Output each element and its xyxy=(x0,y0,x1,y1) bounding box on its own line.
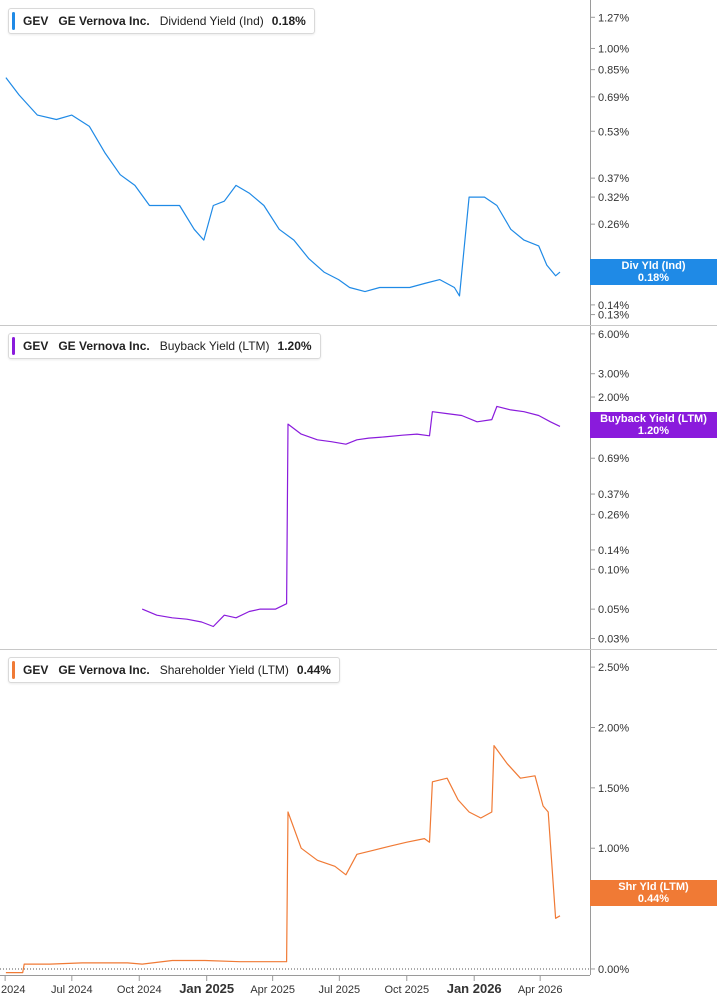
y-tick-label: 2.00% xyxy=(598,392,629,404)
legend-ticker: GEV xyxy=(23,339,49,353)
x-tick-label: Apr 2026 xyxy=(518,984,563,996)
y-tick-label: 0.14% xyxy=(598,300,629,312)
x-tick-label: Jan 2025 xyxy=(179,981,234,996)
y-tick-label: 6.00% xyxy=(598,329,629,341)
x-tick-label: Jul 2024 xyxy=(51,984,93,996)
y-tick-label: 0.03% xyxy=(598,634,629,646)
legend-metric: Shareholder Yield (LTM) xyxy=(159,663,289,677)
y-tick-label: 2.50% xyxy=(598,662,629,674)
y-tick-label: 0.26% xyxy=(598,219,629,231)
legend-company: GE Vernova Inc. xyxy=(58,14,150,28)
x-tick-label: Apr 2025 xyxy=(250,984,295,996)
legend-metric: Buyback Yield (LTM) xyxy=(159,339,270,353)
badge-shareholder-yield: Shr Yld (LTM) 0.44% xyxy=(590,880,717,906)
legend-dividend-yield[interactable]: GEV GE Vernova Inc. Dividend Yield (Ind)… xyxy=(8,8,315,34)
badge-value: 1.20% xyxy=(637,425,670,437)
legend-ticker: GEV xyxy=(23,663,49,677)
y-tick-label: 0.05% xyxy=(598,604,629,616)
series-swatch xyxy=(12,661,15,679)
badge-buyback-yield: Buyback Yield (LTM) 1.20% xyxy=(590,412,717,438)
legend-value: 1.20% xyxy=(277,339,312,353)
series-line xyxy=(141,405,561,628)
legend-value: 0.18% xyxy=(271,14,306,28)
y-tick-label: 0.32% xyxy=(598,192,629,204)
legend-value: 0.44% xyxy=(296,663,331,677)
series-line xyxy=(5,744,561,974)
y-tick-label: 0.00% xyxy=(598,964,629,976)
legend-company: GE Vernova Inc. xyxy=(58,663,150,677)
y-tick-label: 0.13% xyxy=(598,310,629,322)
x-tick-label: Oct 2025 xyxy=(384,984,429,996)
badge-label: Shr Yld (LTM) xyxy=(618,881,689,893)
badge-value: 0.44% xyxy=(637,893,670,905)
y-tick-label: 0.69% xyxy=(598,92,629,104)
legend-metric: Dividend Yield (Ind) xyxy=(159,14,264,28)
legend-ticker: GEV xyxy=(23,14,49,28)
badge-label: Div Yld (Ind) xyxy=(621,260,686,272)
badge-dividend-yield: Div Yld (Ind) 0.18% xyxy=(590,259,717,285)
y-tick-label: 1.50% xyxy=(598,783,629,795)
y-tick-label: 1.00% xyxy=(598,43,629,55)
legend-shareholder-yield[interactable]: GEV GE Vernova Inc. Shareholder Yield (L… xyxy=(8,657,340,683)
y-tick-label: 3.00% xyxy=(598,369,629,381)
y-tick-label: 0.53% xyxy=(598,126,629,138)
y-tick-label: 1.00% xyxy=(598,843,629,855)
y-tick-label: 0.69% xyxy=(598,453,629,465)
badge-label: Buyback Yield (LTM) xyxy=(600,413,707,425)
y-tick-label: 0.14% xyxy=(598,545,629,557)
x-tick-label: 2024 xyxy=(1,984,25,996)
series-swatch xyxy=(12,337,15,355)
legend-company: GE Vernova Inc. xyxy=(58,339,150,353)
series-line xyxy=(5,77,561,297)
x-tick-label: Oct 2024 xyxy=(117,984,162,996)
x-tick-label: Jul 2025 xyxy=(319,984,361,996)
y-tick-label: 0.26% xyxy=(598,509,629,521)
y-tick-label: 0.37% xyxy=(598,489,629,501)
series-swatch xyxy=(12,12,15,30)
y-tick-label: 0.37% xyxy=(598,173,629,185)
y-tick-label: 0.85% xyxy=(598,65,629,77)
legend-buyback-yield[interactable]: GEV GE Vernova Inc. Buyback Yield (LTM) … xyxy=(8,333,321,359)
y-tick-label: 2.00% xyxy=(598,722,629,734)
y-tick-label: 0.10% xyxy=(598,564,629,576)
y-tick-label: 1.27% xyxy=(598,12,629,24)
x-tick-label: Jan 2026 xyxy=(447,981,502,996)
badge-value: 0.18% xyxy=(637,272,670,284)
